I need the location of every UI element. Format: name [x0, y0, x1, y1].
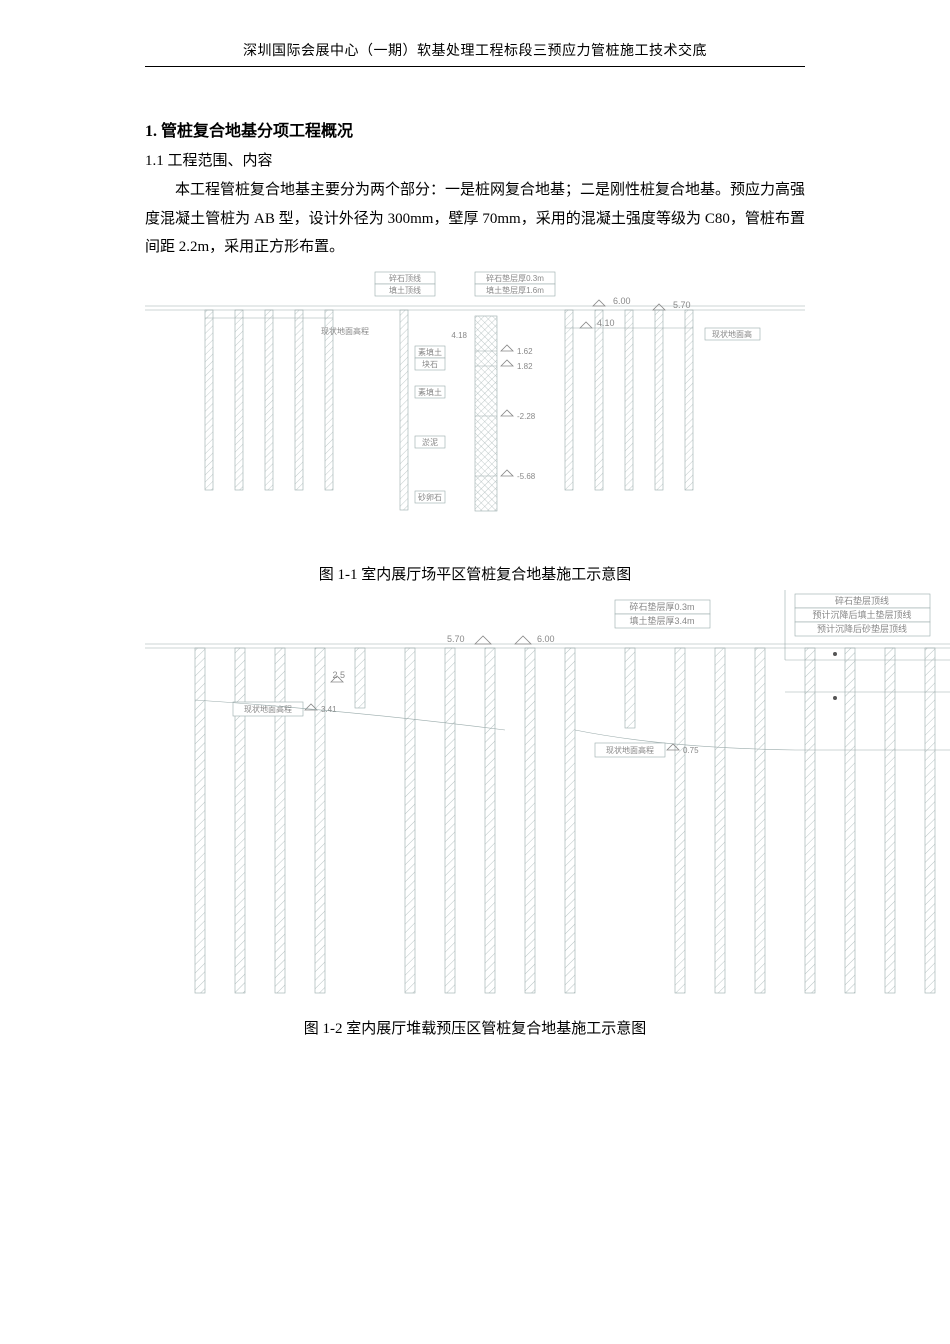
svg-text:预计沉降后砂垫层顶线: 预计沉降后砂垫层顶线: [817, 623, 907, 634]
svg-text:现状地面高程: 现状地面高程: [321, 326, 369, 336]
pile-group-2-left: [195, 648, 325, 993]
svg-text:填土顶线: 填土顶线: [389, 285, 421, 295]
figure-1-svg: 碎石顶线 填土顶线 碎石垫层厚0.3m 填土垫层厚1.6m 6.00 5.70: [145, 266, 805, 556]
pile-group-right: [565, 310, 693, 490]
svg-text:5.70: 5.70: [447, 634, 465, 644]
svg-text:预计沉降后填土垫层顶线: 预计沉降后填土垫层顶线: [812, 609, 911, 620]
svg-text:-2.28: -2.28: [517, 412, 536, 421]
figure-2-caption: 图 1-2 室内展厅堆载预压区管桩复合地基施工示意图: [145, 1017, 805, 1038]
pile-group-left: [205, 310, 333, 490]
section-num: 1.: [145, 123, 157, 140]
svg-text:1.82: 1.82: [517, 362, 533, 371]
svg-text:碎石顶线: 碎石顶线: [389, 273, 421, 283]
svg-text:现状地面高程: 现状地面高程: [606, 745, 654, 755]
svg-text:素填土: 素填土: [418, 347, 442, 357]
document-page: 深圳国际会展中心（一期）软基处理工程标段三预应力管桩施工技术交底 1. 管桩复合…: [0, 40, 950, 1038]
pile-group-2-mid: [405, 648, 575, 993]
svg-text:碎石垫层厚0.3m: 碎石垫层厚0.3m: [629, 601, 694, 612]
svg-text:6.00: 6.00: [613, 296, 631, 306]
section-1-title: 1. 管桩复合地基分项工程概况: [145, 117, 805, 141]
svg-text:4.18: 4.18: [451, 331, 467, 340]
figure-2: 碎石垫层厚0.3m 填土垫层厚3.4m 碎石垫层顶线 预计沉降后填土垫层顶线 预…: [145, 590, 805, 1038]
svg-text:填土垫层厚3.4m: 填土垫层厚3.4m: [629, 615, 694, 626]
section-text: 管桩复合地基分项工程概况: [161, 123, 353, 140]
figure-1: 碎石顶线 填土顶线 碎石垫层厚0.3m 填土垫层厚1.6m 6.00 5.70: [145, 266, 805, 584]
svg-text:0.75: 0.75: [683, 746, 699, 755]
svg-text:块石: 块石: [422, 359, 438, 369]
pile-group-2-right: [675, 648, 935, 993]
subsection-text: 工程范围、内容: [168, 153, 273, 169]
figure-2-svg: 碎石垫层厚0.3m 填土垫层厚3.4m 碎石垫层顶线 预计沉降后填土垫层顶线 预…: [145, 590, 950, 1010]
svg-text:淤泥: 淤泥: [422, 437, 438, 447]
svg-text:6.00: 6.00: [537, 634, 555, 644]
svg-text:碎石垫层厚0.3m: 碎石垫层厚0.3m: [486, 273, 544, 283]
svg-text:1.62: 1.62: [517, 347, 533, 356]
page-header: 深圳国际会展中心（一期）软基处理工程标段三预应力管桩施工技术交底: [145, 40, 805, 67]
svg-text:现状地面高: 现状地面高: [712, 329, 752, 339]
paragraph-1: 本工程管桩复合地基主要分为两个部分：一是桩网复合地基；二是刚性桩复合地基。预应力…: [145, 176, 805, 262]
svg-text:5.70: 5.70: [673, 300, 691, 310]
svg-text:素填土: 素填土: [418, 387, 442, 397]
svg-text:砂卵石: 砂卵石: [418, 492, 442, 502]
svg-text:-5.68: -5.68: [517, 472, 536, 481]
svg-text:3.41: 3.41: [321, 705, 337, 714]
subsection-num: 1.1: [145, 153, 164, 169]
svg-text:碎石垫层顶线: 碎石垫层顶线: [835, 595, 889, 606]
figure-1-caption: 图 1-1 室内展厅场平区管桩复合地基施工示意图: [145, 563, 805, 584]
subsection-1-1-title: 1.1 工程范围、内容: [145, 149, 805, 170]
svg-text:填土垫层厚1.6m: 填土垫层厚1.6m: [486, 285, 544, 295]
section-1: 1. 管桩复合地基分项工程概况 1.1 工程范围、内容 本工程管桩复合地基主要分…: [145, 117, 805, 262]
